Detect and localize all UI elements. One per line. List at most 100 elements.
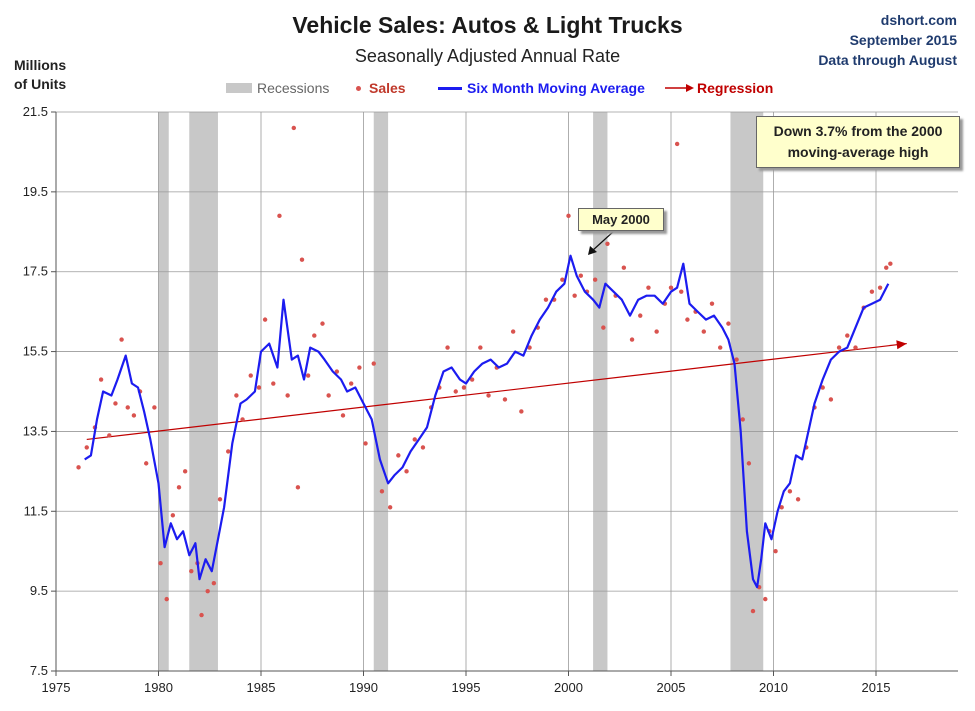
sales-point [828,397,834,402]
sales-point [601,325,606,330]
recession-band [158,112,169,671]
sales-point [396,453,401,458]
source-block: dshort.com September 2015 Data through A… [818,10,957,70]
sales-point [285,393,290,398]
axes [55,112,958,672]
y-axis-label: Millions of Units [14,56,66,94]
sales-point [469,377,475,382]
recession-bands [158,112,764,671]
x-tick-label: 1975 [42,680,71,695]
decline-callout: Down 3.7% from the 2000 moving-average h… [756,116,960,168]
sales-point [701,329,706,334]
x-tick-label: 1980 [144,680,173,695]
sales-point [113,401,118,406]
sales-point [295,485,301,490]
sales-point [527,345,532,350]
x-tick-label: 2000 [554,680,583,695]
callout-pointer [588,230,615,255]
sales-point [334,369,340,374]
y-tick-label: 19.5 [23,184,48,199]
sales-point [787,489,793,494]
sales-point [170,513,176,518]
sales-point [779,505,784,510]
sales-point [119,337,124,342]
sales-point [578,273,583,278]
sales-point [76,465,81,470]
sales-point [836,345,842,350]
sales-point [131,413,137,418]
sales-point [621,265,627,270]
sales-point [510,329,516,334]
sales-point [420,445,426,450]
sales-point [726,321,731,326]
sales-point [291,125,296,131]
sales-point [685,317,690,322]
sales-point [158,560,163,566]
sales-points [76,125,893,618]
moving-average-series [84,254,890,589]
sales-point [226,449,231,454]
sales-point [84,445,89,450]
legend-item-sales: Sales [356,79,406,97]
sales-point [679,289,684,294]
legend-label-moving-average: Six Month Moving Average [467,80,645,96]
sales-point [795,497,801,502]
recession-band [189,112,218,671]
sales-point [176,485,182,490]
sales-point [320,321,325,326]
recession-band [373,112,389,671]
sales-point [305,373,311,378]
sales-point [248,373,253,378]
legend-item-regression: Regression [664,79,773,97]
sales-point [845,333,850,338]
sales-point [299,257,305,262]
sales-point [379,489,385,494]
x-tick-label: 1990 [349,680,378,695]
sales-point [371,361,376,366]
y-axis-label-line2: of Units [14,76,67,92]
regression-line [86,340,907,441]
sales-point [566,213,571,219]
x-tick-label: 2005 [657,680,686,695]
y-tick-labels: 7.5 9.5 11.5 13.5 15.5 17.5 19.5 21.5 [23,104,48,678]
legend-item-recessions: Recessions [226,79,329,97]
source-site: dshort.com [880,12,957,28]
sales-point [478,345,483,350]
x-tick-label: 2015 [862,680,891,695]
sales-point [256,385,262,390]
sales-point [125,405,130,410]
y-tick-label: 15.5 [23,344,48,359]
peak-pointer-head [588,246,597,255]
decline-callout-line1: Down 3.7% from the 2000 [773,123,943,139]
sales-point [271,381,276,386]
x-tick-labels: 1975 1980 1985 1990 1995 2000 2005 2010 2015 [42,680,891,695]
y-tick-label: 13.5 [23,423,48,438]
sales-point [668,285,674,290]
sales-point [152,405,157,410]
sales-point [884,265,889,270]
sales-point [750,608,756,614]
sales-point [853,345,858,350]
regression-arrowhead [896,340,907,350]
y-axis-label-line1: Millions [14,57,67,73]
sales-point [629,337,635,342]
sales-point [240,417,245,422]
x-tick-label: 1985 [247,680,276,695]
y-tick-label: 7.5 [30,663,48,678]
sales-point [638,313,643,318]
y-tick-label: 9.5 [30,583,48,598]
sales-point [98,377,104,382]
sales-point [164,596,169,602]
sales-point [445,345,450,350]
x-tick-label: 2010 [759,680,788,695]
sales-point [502,397,508,402]
sales-point [326,393,331,398]
sales-point [740,417,745,422]
sales-point [709,301,715,306]
sales-point [888,261,893,266]
sales-point [404,469,409,474]
sales-point [646,285,651,290]
y-tick-label: 11.5 [24,503,48,518]
